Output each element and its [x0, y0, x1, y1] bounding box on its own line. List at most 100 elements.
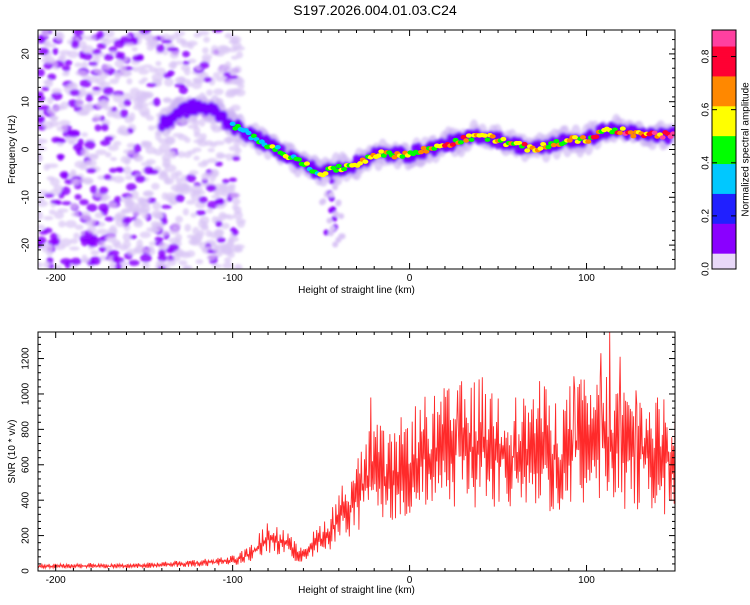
- noise-blob: [227, 239, 235, 248]
- colorbar-swatch: [712, 51, 736, 55]
- colorbar-swatch: [712, 175, 736, 178]
- noise-blob: [47, 73, 57, 81]
- ridge-core: [553, 139, 560, 144]
- ridge-tail: [320, 198, 327, 205]
- colorbar-swatch: [712, 63, 736, 67]
- noise-blob: [104, 135, 114, 142]
- colorbar-swatch: [712, 183, 736, 186]
- noise-blob: [168, 151, 177, 159]
- noise-blob: [120, 65, 127, 74]
- noise-blob: [142, 190, 153, 197]
- colorbar-swatch: [712, 143, 736, 147]
- noise-blob: [104, 30, 115, 38]
- noise-blob: [100, 196, 108, 202]
- noise-blob: [71, 178, 81, 186]
- ridge-core: [357, 161, 364, 166]
- colorbar-swatch: [712, 71, 736, 75]
- colorbar-swatch: [712, 191, 736, 194]
- noise-blob: [76, 110, 89, 116]
- colorbar-swatch: [712, 209, 736, 212]
- noise-blob: [146, 35, 157, 45]
- noise-blob: [89, 256, 101, 266]
- colorbar-swatch: [712, 189, 736, 192]
- x-tick-label: -200: [46, 273, 66, 284]
- noise-blob: [48, 209, 56, 215]
- noise-blob: [113, 39, 125, 49]
- noise-blob: [161, 39, 173, 44]
- noise-blob: [152, 201, 161, 211]
- noise-blob: [71, 211, 79, 217]
- noise-blob: [209, 231, 217, 239]
- colorbar-swatch: [712, 169, 736, 173]
- colorbar-swatch: [712, 181, 736, 184]
- noise-blob: [198, 196, 208, 204]
- noise-blob: [91, 48, 102, 55]
- noise-blob: [61, 71, 70, 77]
- noise-blob: [104, 216, 115, 222]
- noise-blob: [133, 247, 142, 253]
- noise-blob: [182, 50, 190, 58]
- noise-blob: [178, 260, 188, 266]
- noise-blob: [113, 241, 122, 249]
- noise-blob: [87, 76, 100, 83]
- noise-blob: [220, 213, 232, 219]
- colorbar-swatch: [712, 121, 736, 125]
- noise-blob: [123, 166, 132, 175]
- noise-blob: [192, 119, 200, 126]
- noise-blob: [184, 223, 192, 232]
- colorbar-swatch: [712, 253, 736, 256]
- noise-blob: [78, 87, 87, 97]
- noise-blob: [206, 184, 217, 192]
- ridge-core: [420, 145, 427, 151]
- noise-blob: [162, 49, 169, 56]
- noise-blob: [168, 61, 178, 69]
- noise-blob: [104, 151, 112, 158]
- noise-blob: [188, 238, 198, 246]
- noise-blob: [81, 254, 88, 263]
- colorbar-tick-label: 0.2: [701, 209, 712, 223]
- noise-blob: [183, 151, 192, 158]
- noise-blob: [38, 115, 46, 124]
- colorbar-swatch: [712, 35, 736, 39]
- colorbar-swatch: [712, 263, 736, 266]
- noise-blob: [161, 192, 169, 200]
- noise-blob: [227, 250, 235, 258]
- ridge-tail: [335, 200, 342, 207]
- ridge-core: [449, 142, 456, 147]
- noise-blob: [102, 64, 111, 71]
- noise-blob: [110, 156, 117, 162]
- noise-blob: [214, 229, 224, 237]
- colorbar-swatch: [712, 125, 736, 129]
- ridge-tail: [339, 233, 346, 240]
- noise-blob: [124, 175, 133, 180]
- ridge-core: [484, 137, 491, 142]
- y-axis-label: SNR (10 * v/v): [7, 420, 18, 484]
- noise-blob: [169, 200, 177, 206]
- noise-blob: [218, 64, 227, 70]
- ridge-core: [378, 149, 385, 154]
- colorbar-swatch: [712, 241, 736, 244]
- ridge-core: [468, 137, 475, 142]
- ridge-core: [516, 140, 523, 146]
- ridge-tail: [330, 206, 337, 213]
- noise-blob: [175, 177, 182, 184]
- noise-blob: [71, 40, 80, 49]
- noise-blob: [92, 86, 102, 91]
- colorbar-swatch: [712, 97, 736, 101]
- noise-blob: [123, 99, 132, 107]
- noise-blob: [109, 78, 119, 85]
- noise-blob: [182, 208, 190, 216]
- colorbar-swatch: [712, 239, 736, 242]
- noise-blob: [195, 209, 206, 216]
- noise-blob: [50, 199, 62, 204]
- noise-blob: [166, 255, 175, 262]
- colorbar-swatch: [712, 227, 736, 230]
- noise-blob: [58, 119, 71, 126]
- colorbar-swatch: [712, 131, 736, 135]
- noise-blob: [44, 56, 55, 64]
- noise-blob: [206, 254, 216, 261]
- noise-blob: [156, 44, 165, 53]
- noise-blob: [129, 36, 139, 43]
- colorbar-swatch: [712, 49, 736, 53]
- colorbar-swatch: [712, 237, 736, 240]
